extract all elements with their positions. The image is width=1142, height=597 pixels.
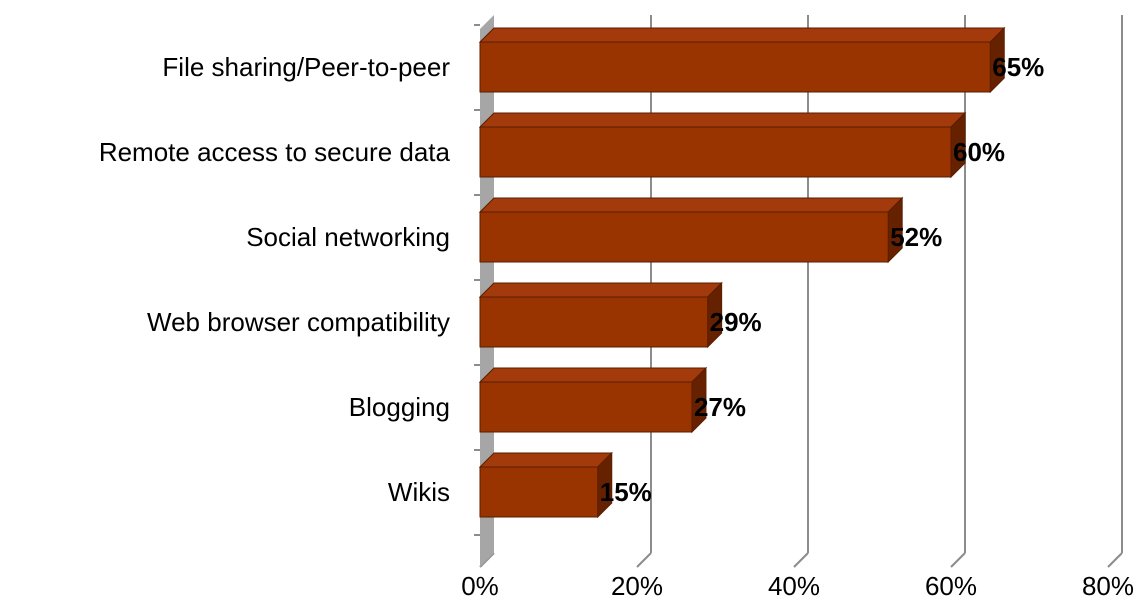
x-tick-label: 60% xyxy=(925,571,977,597)
bar-top xyxy=(478,282,723,298)
data-label: 65% xyxy=(992,52,1044,82)
category-label: Remote access to secure data xyxy=(99,137,451,167)
category-label: Blogging xyxy=(349,392,450,422)
data-label: 52% xyxy=(890,222,942,252)
gridlines xyxy=(479,15,1123,568)
data-label: 29% xyxy=(710,307,762,337)
data-label: 15% xyxy=(600,477,652,507)
bar-top xyxy=(478,367,708,383)
floor-gridline xyxy=(793,552,809,568)
bars xyxy=(478,26,1006,519)
x-tick-label: 40% xyxy=(768,571,820,597)
category-label: Wikis xyxy=(388,477,450,507)
floor-gridline xyxy=(1107,552,1123,568)
data-label: 27% xyxy=(694,392,746,422)
bar-top xyxy=(478,197,904,213)
category-label: Web browser compatibility xyxy=(147,307,450,337)
bar-top xyxy=(478,452,613,468)
category-label: File sharing/Peer-to-peer xyxy=(162,52,450,82)
x-tick-label: 20% xyxy=(611,571,663,597)
data-label: 60% xyxy=(953,137,1005,167)
bar-top xyxy=(478,112,967,128)
floor-gridline xyxy=(636,552,652,568)
bar xyxy=(479,381,693,433)
bar xyxy=(479,296,709,348)
bar xyxy=(479,211,889,263)
floor-gridline xyxy=(950,552,966,568)
bar xyxy=(479,126,952,178)
bar xyxy=(479,466,599,518)
bar-top xyxy=(478,27,1006,43)
x-tick-label: 80% xyxy=(1082,571,1134,597)
bar xyxy=(479,41,991,93)
x-tick-label: 0% xyxy=(461,571,499,597)
labels: 0% 20% 40% 60% 80% File sharing/Peer-to-peer 6… xyxy=(99,52,1134,597)
category-label: Social networking xyxy=(246,222,450,252)
